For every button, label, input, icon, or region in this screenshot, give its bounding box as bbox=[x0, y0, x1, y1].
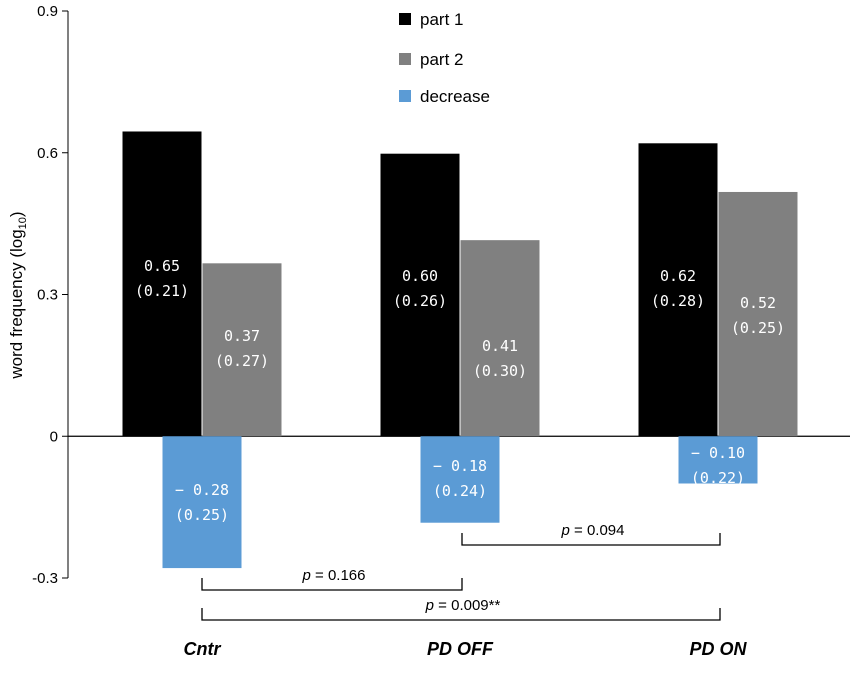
y-tick-label: -0.3 bbox=[32, 570, 58, 587]
bars bbox=[122, 131, 798, 569]
significance-annotations: p = 0.166 p = 0.094 p = 0.009** bbox=[201, 522, 721, 621]
data-label: 0.65 bbox=[144, 257, 180, 275]
y-tick-label: 0.6 bbox=[37, 145, 58, 162]
data-label: 0.60 bbox=[402, 267, 438, 285]
bar-part-2-cntr bbox=[202, 263, 282, 437]
y-tick-label: 0 bbox=[50, 428, 58, 445]
legend-label: part 2 bbox=[420, 50, 463, 69]
y-tick-label: 0.9 bbox=[37, 3, 58, 20]
legend: part 1 part 2 decrease bbox=[399, 10, 490, 106]
significance-bracket bbox=[201, 578, 463, 591]
data-label: (0.25) bbox=[731, 319, 785, 337]
legend-swatch-decrease bbox=[399, 90, 411, 102]
bar-part-1-pd-off bbox=[380, 153, 460, 437]
x-category-label: PD OFF bbox=[427, 639, 494, 659]
data-label: 0.37 bbox=[224, 327, 260, 345]
data-label: (0.25) bbox=[175, 506, 229, 524]
data-label: (0.27) bbox=[215, 352, 269, 370]
data-label: − 0.28 bbox=[175, 481, 229, 499]
bar-part-1-pd-on bbox=[638, 143, 718, 437]
data-label: − 0.10 bbox=[691, 444, 745, 462]
y-axis-title: word frequency (log10) bbox=[7, 211, 29, 379]
legend-label: part 1 bbox=[420, 10, 463, 29]
significance-bracket bbox=[201, 608, 721, 621]
data-label: 0.62 bbox=[660, 267, 696, 285]
data-label: (0.22) bbox=[691, 469, 745, 487]
bar-part-2-pd-on bbox=[718, 191, 798, 437]
bar-part-2-pd-off bbox=[460, 240, 540, 437]
data-label: (0.26) bbox=[393, 292, 447, 310]
p-value-label: p = 0.094 bbox=[561, 522, 625, 539]
bar-decrease-cntr bbox=[162, 436, 242, 569]
y-tick-label: 0.3 bbox=[37, 287, 58, 304]
data-label: 0.41 bbox=[482, 337, 518, 355]
p-value-label: p = 0.166 bbox=[302, 567, 366, 584]
data-label: (0.21) bbox=[135, 282, 189, 300]
data-label: − 0.18 bbox=[433, 457, 487, 475]
data-label: (0.24) bbox=[433, 482, 487, 500]
bar-part-1-cntr bbox=[122, 131, 202, 437]
data-label: (0.28) bbox=[651, 292, 705, 310]
data-label: 0.52 bbox=[740, 294, 776, 312]
bar-decrease-pd-off bbox=[420, 436, 500, 523]
bar-decrease-pd-on bbox=[678, 436, 758, 484]
data-labels: 0.65 (0.21) 0.60 (0.26) 0.62 (0.28) 0.37 (0.27)… bbox=[135, 257, 785, 524]
legend-swatch-part-1 bbox=[399, 13, 411, 25]
legend-label: decrease bbox=[420, 87, 490, 106]
p-value-label: p = 0.009** bbox=[425, 597, 501, 614]
x-category-label: PD ON bbox=[689, 639, 747, 659]
legend-swatch-part-2 bbox=[399, 53, 411, 65]
x-category-label: Cntr bbox=[184, 639, 222, 659]
significance-bracket bbox=[461, 533, 721, 546]
data-label: (0.30) bbox=[473, 362, 527, 380]
